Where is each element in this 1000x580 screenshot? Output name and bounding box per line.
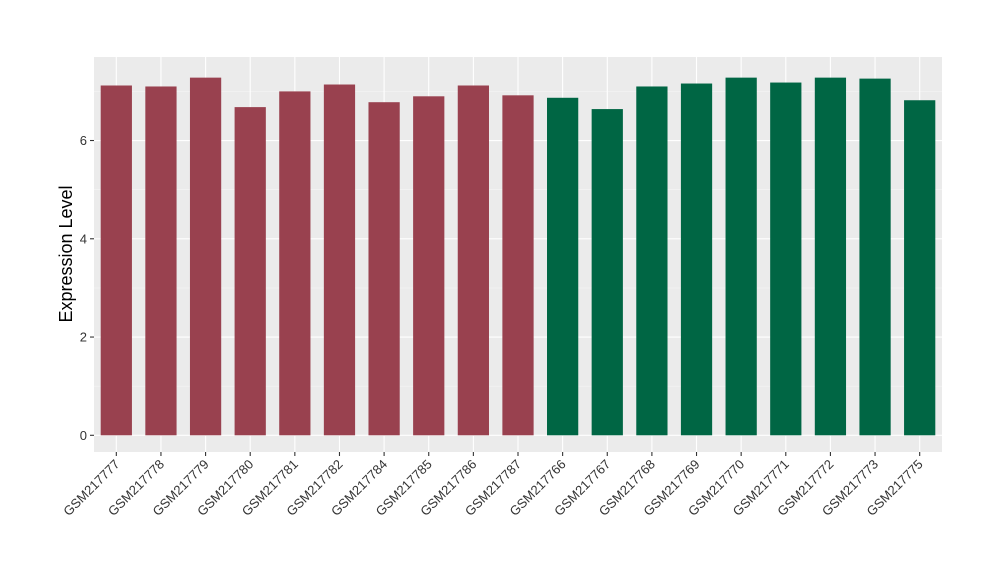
bar-gsm217779 bbox=[189, 77, 222, 436]
bar-gsm217777 bbox=[100, 85, 132, 436]
bar-gsm217778 bbox=[145, 86, 177, 436]
bar-gsm217782 bbox=[323, 84, 356, 436]
bar-gsm217787 bbox=[502, 95, 534, 436]
bars bbox=[100, 77, 936, 436]
bar-gsm217770 bbox=[725, 77, 757, 436]
bar-gsm217767 bbox=[591, 109, 623, 436]
bar-gsm217781 bbox=[279, 91, 311, 436]
y-tick-label: 4 bbox=[80, 231, 87, 246]
bar-gsm217766 bbox=[547, 97, 579, 436]
bar-gsm217775 bbox=[904, 100, 936, 436]
bar-gsm217772 bbox=[814, 77, 847, 436]
y-tick-label: 6 bbox=[80, 133, 87, 148]
bar-gsm217769 bbox=[680, 83, 713, 436]
bar-gsm217785 bbox=[413, 96, 445, 436]
x-axis: GSM217777GSM217778GSM217779GSM217780GSM2… bbox=[60, 452, 926, 519]
y-axis-title: Expression Level bbox=[56, 185, 76, 322]
bar-gsm217768 bbox=[636, 86, 668, 436]
y-tick-label: 2 bbox=[80, 330, 87, 345]
y-tick-label: 0 bbox=[80, 428, 87, 443]
bar-gsm217786 bbox=[457, 85, 489, 436]
bar-gsm217771 bbox=[770, 82, 802, 436]
bar-gsm217784 bbox=[368, 102, 400, 436]
y-axis: 0 2 4 6 bbox=[80, 133, 94, 443]
bar-gsm217773 bbox=[859, 78, 891, 436]
bar-gsm217780 bbox=[234, 107, 266, 436]
